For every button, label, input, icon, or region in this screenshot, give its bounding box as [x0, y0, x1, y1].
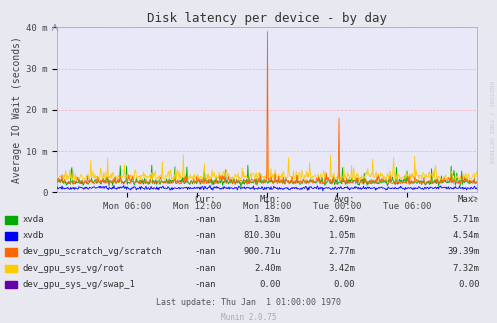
Text: dev_gpu_scratch_vg/scratch: dev_gpu_scratch_vg/scratch: [22, 247, 162, 256]
Text: -nan: -nan: [195, 247, 216, 256]
Text: Cur:: Cur:: [195, 195, 216, 204]
Text: dev_gpu_sys_vg/root: dev_gpu_sys_vg/root: [22, 264, 124, 273]
Text: 0.00: 0.00: [259, 280, 281, 289]
Text: Max:: Max:: [458, 195, 480, 204]
Text: 2.40m: 2.40m: [254, 264, 281, 273]
Text: 2.77m: 2.77m: [329, 247, 355, 256]
Text: Last update: Thu Jan  1 01:00:00 1970: Last update: Thu Jan 1 01:00:00 1970: [156, 298, 341, 307]
Text: 5.71m: 5.71m: [453, 215, 480, 224]
Text: -nan: -nan: [195, 215, 216, 224]
Text: RRDTOOL / TOBI OETIKER: RRDTOOL / TOBI OETIKER: [489, 81, 494, 164]
Text: Min:: Min:: [259, 195, 281, 204]
Text: 2.69m: 2.69m: [329, 215, 355, 224]
Text: dev_gpu_sys_vg/swap_1: dev_gpu_sys_vg/swap_1: [22, 280, 135, 289]
Text: 1.05m: 1.05m: [329, 231, 355, 240]
Text: -nan: -nan: [195, 280, 216, 289]
Text: 0.00: 0.00: [334, 280, 355, 289]
Text: 39.39m: 39.39m: [447, 247, 480, 256]
Text: 3.42m: 3.42m: [329, 264, 355, 273]
Text: -nan: -nan: [195, 231, 216, 240]
Text: 0.00: 0.00: [458, 280, 480, 289]
Text: Munin 2.0.75: Munin 2.0.75: [221, 313, 276, 322]
Text: 810.30u: 810.30u: [243, 231, 281, 240]
Y-axis label: Average IO Wait (seconds): Average IO Wait (seconds): [12, 36, 22, 183]
Text: Avg:: Avg:: [334, 195, 355, 204]
Title: Disk latency per device - by day: Disk latency per device - by day: [147, 12, 387, 25]
Text: 900.71u: 900.71u: [243, 247, 281, 256]
Text: 1.83m: 1.83m: [254, 215, 281, 224]
Text: 4.54m: 4.54m: [453, 231, 480, 240]
Text: -nan: -nan: [195, 264, 216, 273]
Text: xvdb: xvdb: [22, 231, 44, 240]
Text: 7.32m: 7.32m: [453, 264, 480, 273]
Text: xvda: xvda: [22, 215, 44, 224]
